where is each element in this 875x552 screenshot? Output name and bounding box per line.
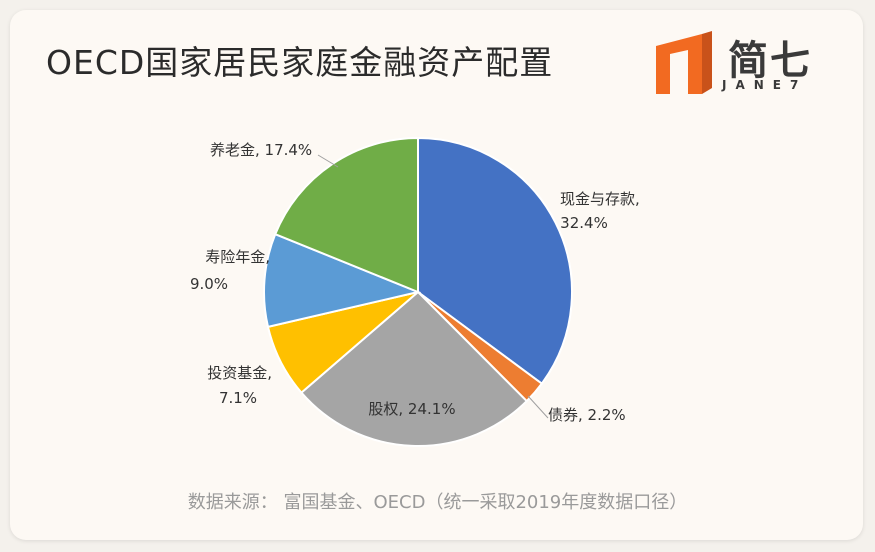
slice-value-label-4: 7.1% [219, 389, 257, 407]
data-source-note: 数据来源： 富国基金、OECD（统一采取2019年度数据口径） [187, 492, 688, 513]
slice-value-label-5: 9.0% [190, 275, 228, 293]
pie-slice-6 [273, 136, 419, 294]
slice-value-label-1: 32.4% [560, 214, 608, 232]
slice-label-6: 养老金, 17.4% [210, 141, 312, 159]
chart-title: OECD国家居民家庭金融资产配置 [46, 43, 554, 82]
logo-subtext: JANE7 [722, 78, 808, 92]
slice-label-2: 债券, 2.2% [548, 406, 626, 424]
leader-line-6 [317, 154, 339, 168]
brand-logo: 简七 JANE7 [652, 28, 822, 98]
slice-label-1: 现金与存款, [560, 190, 640, 208]
pie-slice-3 [300, 290, 529, 447]
logo-mark-icon [656, 31, 712, 94]
logo-text: 简七 [728, 38, 812, 84]
slice-label-3: 股权, 24.1% [368, 400, 455, 418]
slice-label-5: 寿险年金, [205, 248, 270, 266]
pie-slice-1 [417, 136, 573, 386]
slice-label-4: 投资基金, [207, 364, 272, 382]
leader-line-2 [527, 395, 549, 419]
pie-slice-5 [263, 232, 422, 329]
